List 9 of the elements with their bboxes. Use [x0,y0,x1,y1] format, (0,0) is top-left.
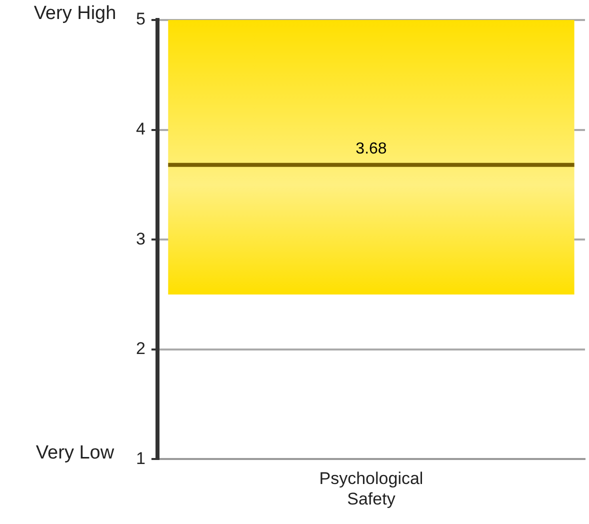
y-tick-label: 5 [136,10,146,29]
y-tick-label: 3 [136,229,146,248]
y-tick-label: 2 [136,339,146,358]
text: Very Low [36,442,114,464]
ref-line-label: 3.68 [356,140,387,158]
y-tick-label: 4 [136,119,146,138]
y-tick-label: 1 [136,448,146,468]
x-tick-label: Psychological Safety [319,469,424,508]
text: Very High [34,3,116,24]
